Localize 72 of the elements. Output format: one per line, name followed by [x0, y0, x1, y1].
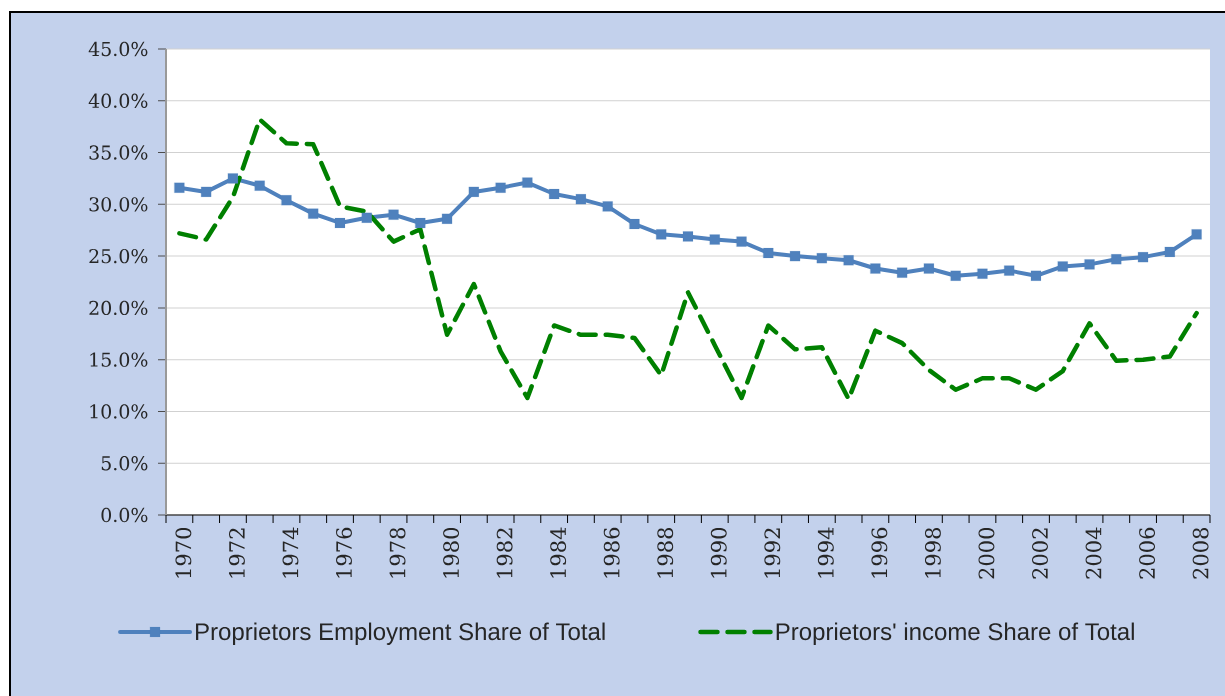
point [281, 195, 292, 206]
x-tick-label: 2002 [1032, 528, 1048, 579]
point [388, 209, 399, 220]
y-tick-label: 15.0% [90, 352, 148, 367]
point [1191, 229, 1202, 240]
x-tick-label: 2008 [1192, 527, 1209, 579]
point [629, 218, 640, 230]
point [334, 217, 346, 229]
y-tick-label: 10.0% [90, 404, 148, 419]
x-tick-label: 1984 [550, 527, 567, 578]
x-tick-label: 2006 [1139, 527, 1156, 579]
legend-label: Proprietors Employment Share of Total [196, 622, 605, 645]
x-tick-label: 1978 [389, 527, 406, 578]
point [682, 231, 694, 242]
point [897, 267, 908, 278]
x-tick-label: 1996 [871, 527, 888, 578]
point [495, 182, 506, 193]
point [308, 208, 319, 219]
y-tick-label: 40.0% [88, 93, 148, 108]
point [201, 186, 212, 197]
y-tick-label: 0.0% [101, 507, 148, 523]
legend-label: Proprietors' income Share of Total [776, 622, 1134, 645]
x-tick-label: 1986 [603, 527, 620, 578]
point [1111, 254, 1122, 265]
point [870, 263, 881, 274]
point [254, 180, 265, 191]
point [549, 188, 560, 200]
x-tick-label: 1980 [443, 527, 460, 578]
point [977, 268, 988, 279]
x-tick-label: 1990 [710, 527, 727, 578]
point [174, 182, 185, 193]
x-tick-label: 1974 [282, 527, 299, 578]
point [522, 177, 533, 188]
point [736, 236, 747, 247]
point [763, 247, 774, 259]
point [468, 186, 479, 197]
point [415, 217, 426, 229]
point [950, 270, 961, 281]
y-tick-label: 5.0% [101, 456, 148, 471]
x-tick-label: 1992 [764, 528, 781, 578]
x-tick-label: 1972 [228, 528, 245, 578]
point [1030, 270, 1042, 281]
point [843, 255, 854, 266]
point [923, 263, 934, 274]
point [575, 194, 586, 205]
point [1057, 261, 1068, 272]
point [442, 213, 453, 224]
point [1004, 265, 1015, 276]
x-tick-label: 1994 [817, 527, 834, 578]
x-tick-label: 1998 [924, 527, 941, 578]
point [790, 251, 801, 262]
x-tick-label: 1976 [336, 527, 352, 578]
point [602, 201, 613, 212]
x-tick-label: 1988 [657, 527, 674, 578]
x-tick-label: 1982 [496, 528, 513, 578]
point [709, 234, 720, 245]
point [1084, 259, 1095, 270]
point [656, 229, 667, 240]
y-tick-label: 35.0% [89, 145, 148, 160]
point [227, 173, 238, 184]
y-tick-label: 45.0% [88, 41, 148, 57]
point [1164, 246, 1175, 258]
point [1138, 252, 1149, 263]
y-tick-label: 30.0% [89, 197, 148, 212]
point [816, 253, 827, 264]
point [361, 212, 372, 223]
x-tick-label: 2004 [1085, 527, 1102, 579]
x-tick-label: 1970 [175, 527, 192, 578]
line-series [177, 117, 1199, 402]
y-tick-label: 25.0% [89, 248, 148, 264]
x-tick-label: 2000 [978, 527, 995, 579]
y-tick-label: 20.0% [89, 300, 148, 316]
